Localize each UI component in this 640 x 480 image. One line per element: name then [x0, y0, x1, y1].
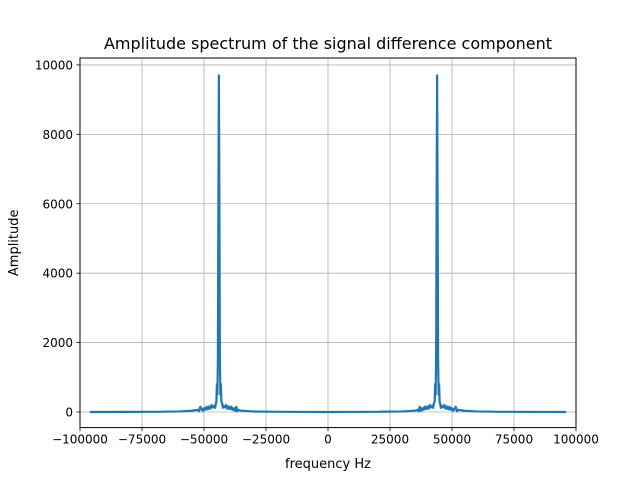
x-tick-label: −100000 — [52, 433, 108, 447]
x-tick-label: 0 — [324, 433, 332, 447]
x-axis-label: frequency Hz — [285, 457, 371, 472]
y-tick-label: 6000 — [42, 197, 73, 211]
series-line-0 — [89, 74, 567, 414]
x-tick-label: −75000 — [118, 433, 166, 447]
y-tick-label: 4000 — [42, 267, 73, 281]
series-layer — [89, 74, 567, 414]
chart-title: Amplitude spectrum of the signal differe… — [104, 34, 552, 53]
y-tick-label: 10000 — [35, 58, 73, 72]
x-tick-label: −50000 — [180, 433, 228, 447]
y-tick-label: 0 — [65, 405, 73, 419]
tick-layer: −100000 −75000 −50000 −25000 0 25000 50000 7500… — [35, 58, 599, 446]
x-tick-label: 50000 — [433, 433, 471, 447]
x-tick-label: 75000 — [495, 433, 533, 447]
x-tick-label: −25000 — [242, 433, 290, 447]
y-tick-label: 2000 — [42, 336, 73, 350]
x-tick-label: 25000 — [371, 433, 409, 447]
y-axis-label: Amplitude — [7, 209, 22, 276]
grid — [79, 58, 577, 428]
y-tick-label: 8000 — [42, 128, 73, 142]
x-tick-label: 100000 — [553, 433, 599, 447]
